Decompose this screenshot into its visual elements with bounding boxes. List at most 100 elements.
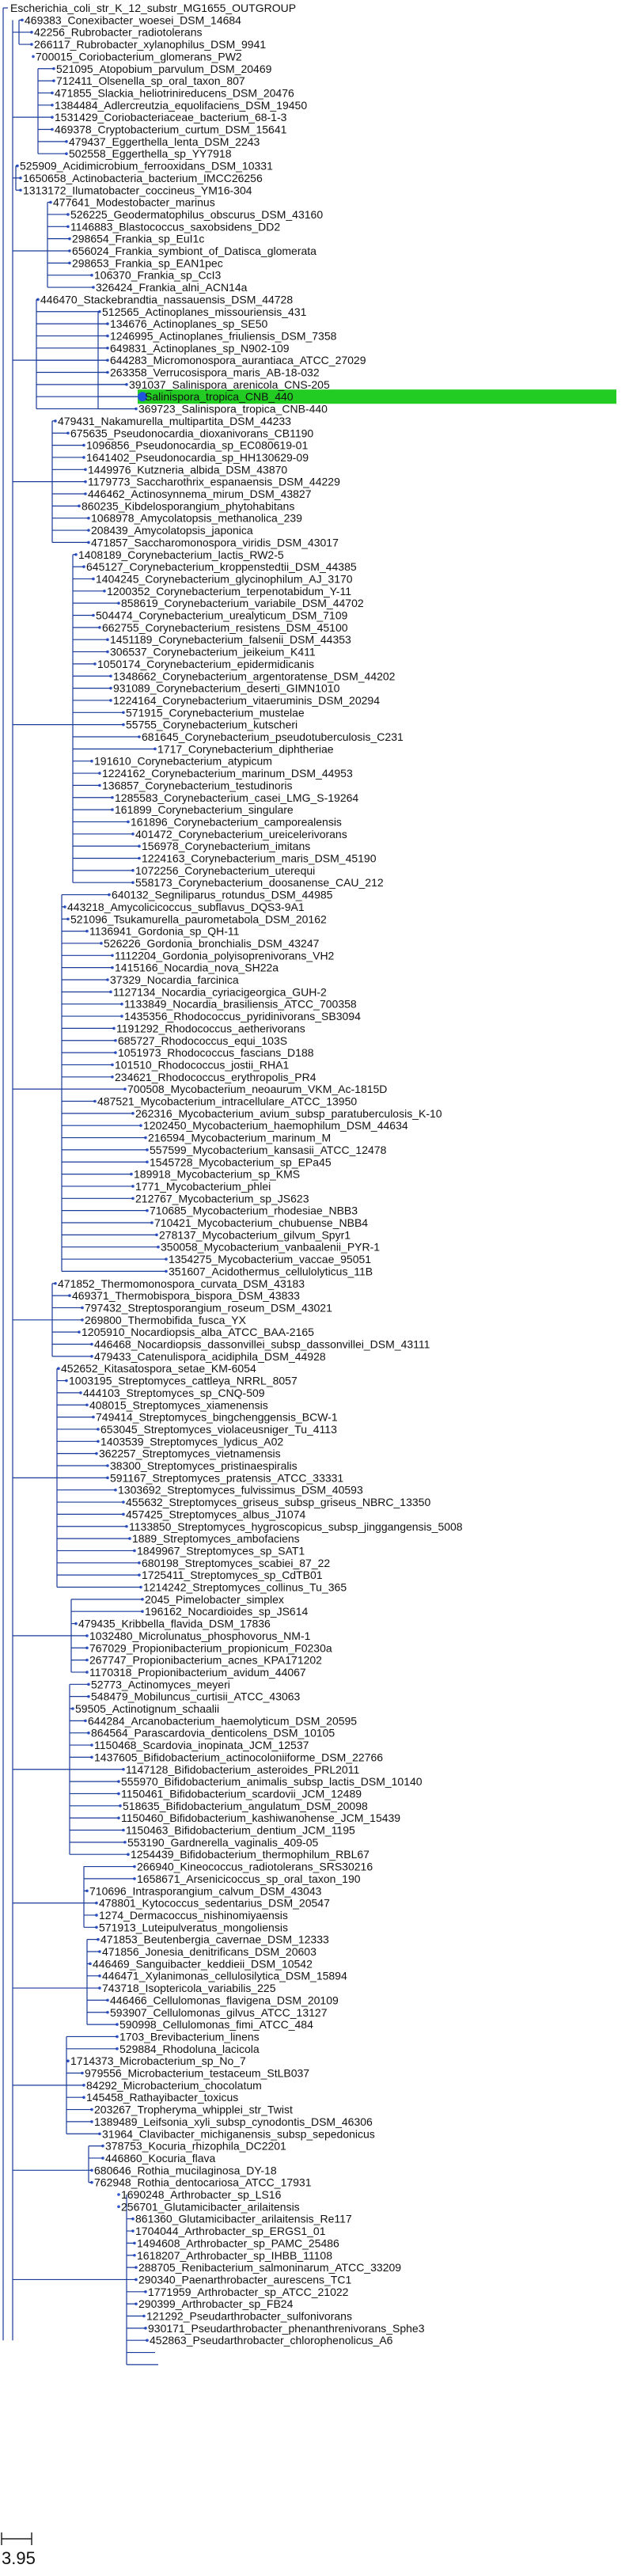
tip-label: 860235_Kibdelosporangium_phytohabitans: [81, 499, 294, 512]
tip-label: 446469_Sanguibacter_keddieii_DSM_10542: [93, 1957, 313, 1970]
tip-label: 644284_Arcanobacterium_haemolyticum_DSM_…: [88, 1714, 357, 1727]
tip-label: 557599_Mycobacterium_kansasii_ATCC_12478: [150, 1144, 387, 1156]
tip-label: 590998_Cellulomonas_fimi_ATCC_484: [119, 2018, 313, 2031]
tip-label: 1415166_Nocardia_nova_SH22a: [115, 962, 279, 974]
tip-label: 196162_Nocardioides_sp_JS614: [145, 1605, 308, 1618]
tip-label: 591167_Streptomyces_pratensis_ATCC_33331: [110, 1471, 343, 1484]
tip-label: 408015_Streptomyces_xiamenensis: [89, 1398, 268, 1411]
tip-label: 203267_Tropheryma_whipplei_str_Twist: [94, 2104, 293, 2116]
tip-label: 471856_Jonesia_denitrificans_DSM_20603: [102, 1945, 316, 1958]
tip-label: 681645_Corynebacterium_pseudotuberculosi…: [142, 730, 404, 743]
tip-label: 444103_Streptomyces_sp_CNQ-509: [83, 1387, 265, 1399]
tip-label: 1384484_Adlercreutzia_equolifaciens_DSM_…: [55, 99, 307, 112]
tip-label: 1714373_Microbacterium_sp_No_7: [70, 2054, 246, 2067]
tip-label: 189918_Mycobacterium_sp_KMS: [134, 1168, 300, 1181]
tip-label: 290340_Paenarthrobacter_aurescens_TC1: [138, 2273, 352, 2286]
tip-label: 1150460_Bifidobacterium_kashiwanohense_J…: [121, 1812, 400, 1824]
tip-label: 504474_Corynebacterium_urealyticum_DSM_7…: [96, 609, 348, 622]
tip-label: 555970_Bifidobacterium_animalis_subsp_la…: [121, 1775, 423, 1788]
tip-label: 446468_Nocardiopsis_dassonvillei_subsp_d…: [94, 1338, 430, 1351]
tip-label: 1531429_Coriobacteriaceae_bacterium_68-1…: [55, 111, 287, 123]
tip-label: 350058_Mycobacterium_vanbaalenii_PYR-1: [161, 1241, 380, 1254]
clade-branch: [72, 554, 155, 883]
tip-label: 930171_Pseudarthrobacter_phenanthrenivor…: [148, 2322, 425, 2335]
tip-label: 216594_Mycobacterium_marinum_M: [148, 1132, 331, 1144]
tip-label: 1348662_Corynebacterium_argentoratense_D…: [113, 670, 396, 682]
tip-label: 767029_Propionibacterium_propionicum_F02…: [89, 1641, 332, 1654]
highlighted-tip-marker: [138, 392, 147, 402]
tip-label: 269800_Thermobifida_fusca_YX: [85, 1314, 247, 1326]
tip-label: 134676_Actinoplanes_sp_SE50: [110, 317, 267, 330]
tip-label: 479437_Eggerthella_lenta_DSM_2243: [69, 135, 260, 148]
tip-label: 1254439_Bifidobacterium_thermophilum_RBL…: [131, 1848, 370, 1861]
tip-label: 1703_Brevibacterium_linens: [119, 2030, 260, 2043]
tip-label: 858619_Corynebacterium_variabile_DSM_447…: [121, 597, 364, 609]
tip-label: 84292_Microbacterium_chocolatum: [86, 2079, 262, 2092]
tip-label: 1403539_Streptomyces_lydicus_A02: [100, 1435, 283, 1447]
tip-label: 452863_Pseudarthrobacter_chlorophenolicu…: [150, 2334, 393, 2346]
ingroup-backbone: [12, 20, 127, 2341]
tip-label: 469383_Conexibacter_woesei_DSM_14684: [25, 13, 241, 26]
tip-label: 479433_Catenulispora_acidiphila_DSM_4492…: [94, 1350, 326, 1363]
tip-label: 1224162_Corynebacterium_marinum_DSM_4495…: [102, 767, 353, 780]
tip-label: 446466_Cellulomonas_flavigena_DSM_20109: [110, 1994, 339, 2006]
tip-label: 979556_Microbacterium_testaceum_StLB037: [85, 2067, 309, 2080]
tip-label: 1214242_Streptomyces_collinus_Tu_365: [143, 1581, 347, 1594]
tip-label: 471852_Thermomonospora_curvata_DSM_43183: [58, 1277, 305, 1290]
tip-label: 446860_Kocuria_flava: [105, 2152, 216, 2164]
tip-label: 278137_Mycobacterium_gilvum_Spyr1: [159, 1228, 351, 1241]
tip-label: 487521_Mycobacterium_intracellulare_ATCC…: [97, 1095, 357, 1108]
tip-label: 700508_Mycobacterium_neoaurum_VKM_Ac-181…: [127, 1083, 387, 1095]
tip-label: 1408189_Corynebacterium_lactis_RW2-5: [78, 548, 284, 561]
tip-label: 680198_Streptomyces_scabiei_87_22: [142, 1557, 330, 1569]
tip-label: 553190_Gardnerella_vaginalis_409-05: [127, 1836, 319, 1849]
tip-label: 1545728_Mycobacterium_sp_EPa45: [150, 1155, 332, 1168]
clade-branch: [47, 202, 93, 288]
tip-label: 455632_Streptomyces_griseus_subsp_griseu…: [126, 1496, 430, 1508]
tip-label: 1200352_Corynebacterium_terpenotabidum_Y…: [107, 585, 351, 598]
highlighted-tip-label: Salinispora_tropica_CNB_440: [145, 390, 294, 403]
tip-label: 640132_Segniliparus_rotundus_DSM_44985: [112, 889, 333, 901]
tip-label: 1725411_Streptomyces_sp_CdTB01: [142, 1569, 323, 1581]
clade-branch: [37, 68, 66, 154]
tip-label: 1404245_Corynebacterium_glycinophilum_AJ…: [96, 572, 353, 585]
tip-label: 401472_Corynebacterium_ureicelerivorans: [135, 828, 347, 840]
clade-branch: [88, 2145, 103, 2183]
tip-label: 1354275_Mycobacterium_vaccae_95051: [169, 1253, 371, 1265]
tip-label: 521096_Tsukamurella_paurometabola_DSM_20…: [70, 912, 327, 925]
tip-node-dot: [117, 2193, 120, 2196]
tip-label: 548479_Mobiluncus_curtisii_ATCC_43063: [91, 1690, 301, 1703]
root-backbone: [2, 7, 8, 2341]
tip-label: Escherichia_coli_str_K_12_substr_MG1655_…: [10, 2, 296, 14]
tip-label: 1849967_Streptomyces_sp_SAT1: [137, 1544, 305, 1557]
tip-label: 593907_Cellulomonas_gilvus_ATCC_13127: [110, 2006, 328, 2019]
tip-label: 1072256_Corynebacterium_uterequi: [135, 864, 315, 877]
tip-label: 700015_Coriobacterium_glomerans_PW2: [36, 50, 242, 63]
tip-label: 1068978_Amycolatopsis_methanolica_239: [91, 512, 302, 525]
tip-label: 263358_Verrucosispora_maris_AB-18-032: [110, 366, 320, 379]
tip-label: 1303692_Streptomyces_fulvissimus_DSM_405…: [118, 1484, 363, 1497]
tip-label: 1658671_Arsenicicoccus_sp_oral_taxon_190: [137, 1872, 361, 1885]
tip-label: 288705_Renibacterium_salmoninarum_ATCC_3…: [138, 2261, 401, 2274]
tip-label: 479435_Kribbella_flavida_DSM_17836: [78, 1618, 271, 1630]
tip-label: 37329_Nocardia_farcinica: [110, 973, 239, 986]
tip-label: 649831_Actinoplanes_sp_N902-109: [110, 342, 290, 355]
tip-label: 1437605_Bifidobacterium_actinocoloniifor…: [94, 1751, 383, 1763]
tip-label: 662755_Corynebacterium_resistens_DSM_451…: [102, 621, 348, 634]
tip-label: 471857_Saccharomonospora_viridis_DSM_430…: [91, 536, 339, 548]
tip-label: 443218_Amycolicicoccus_subflavus_DQS3-9A…: [67, 901, 305, 913]
tip-label: 1690248_Arthrobacter_sp_LS16: [121, 2188, 282, 2201]
tip-label: 262316_Mycobacterium_avium_subsp_paratub…: [135, 1107, 442, 1120]
tip-label: 675635_Pseudonocardia_dioxanivorans_CB11…: [70, 427, 313, 439]
tip-label: 762948_Rothia_dentocariosa_ATCC_17931: [94, 2176, 312, 2189]
tip-label: 1112204_Gordonia_polyisoprenivorans_VH2: [115, 949, 335, 962]
tip-label: 526225_Geodermatophilus_obscurus_DSM_431…: [70, 208, 323, 221]
tip-label: 1191292_Rhodococcus_aetherivorans: [116, 1022, 305, 1034]
tree-branches: [2, 7, 168, 2365]
tip-label: 1274_Dermacoccus_nishinomiyaensis: [99, 1909, 288, 1922]
tip-label: 1133850_Streptomyces_hygroscopicus_subsp…: [129, 1520, 463, 1533]
tip-label: 212767_Mycobacterium_sp_JS623: [135, 1192, 309, 1205]
scale-bar-label: 3.95: [2, 2548, 36, 2568]
tip-label: 571913_Luteipulveratus_mongoliensis: [99, 1921, 288, 1933]
tip-label: 1127134_Nocardia_cyriacigeorgica_GUH-2: [113, 985, 327, 998]
